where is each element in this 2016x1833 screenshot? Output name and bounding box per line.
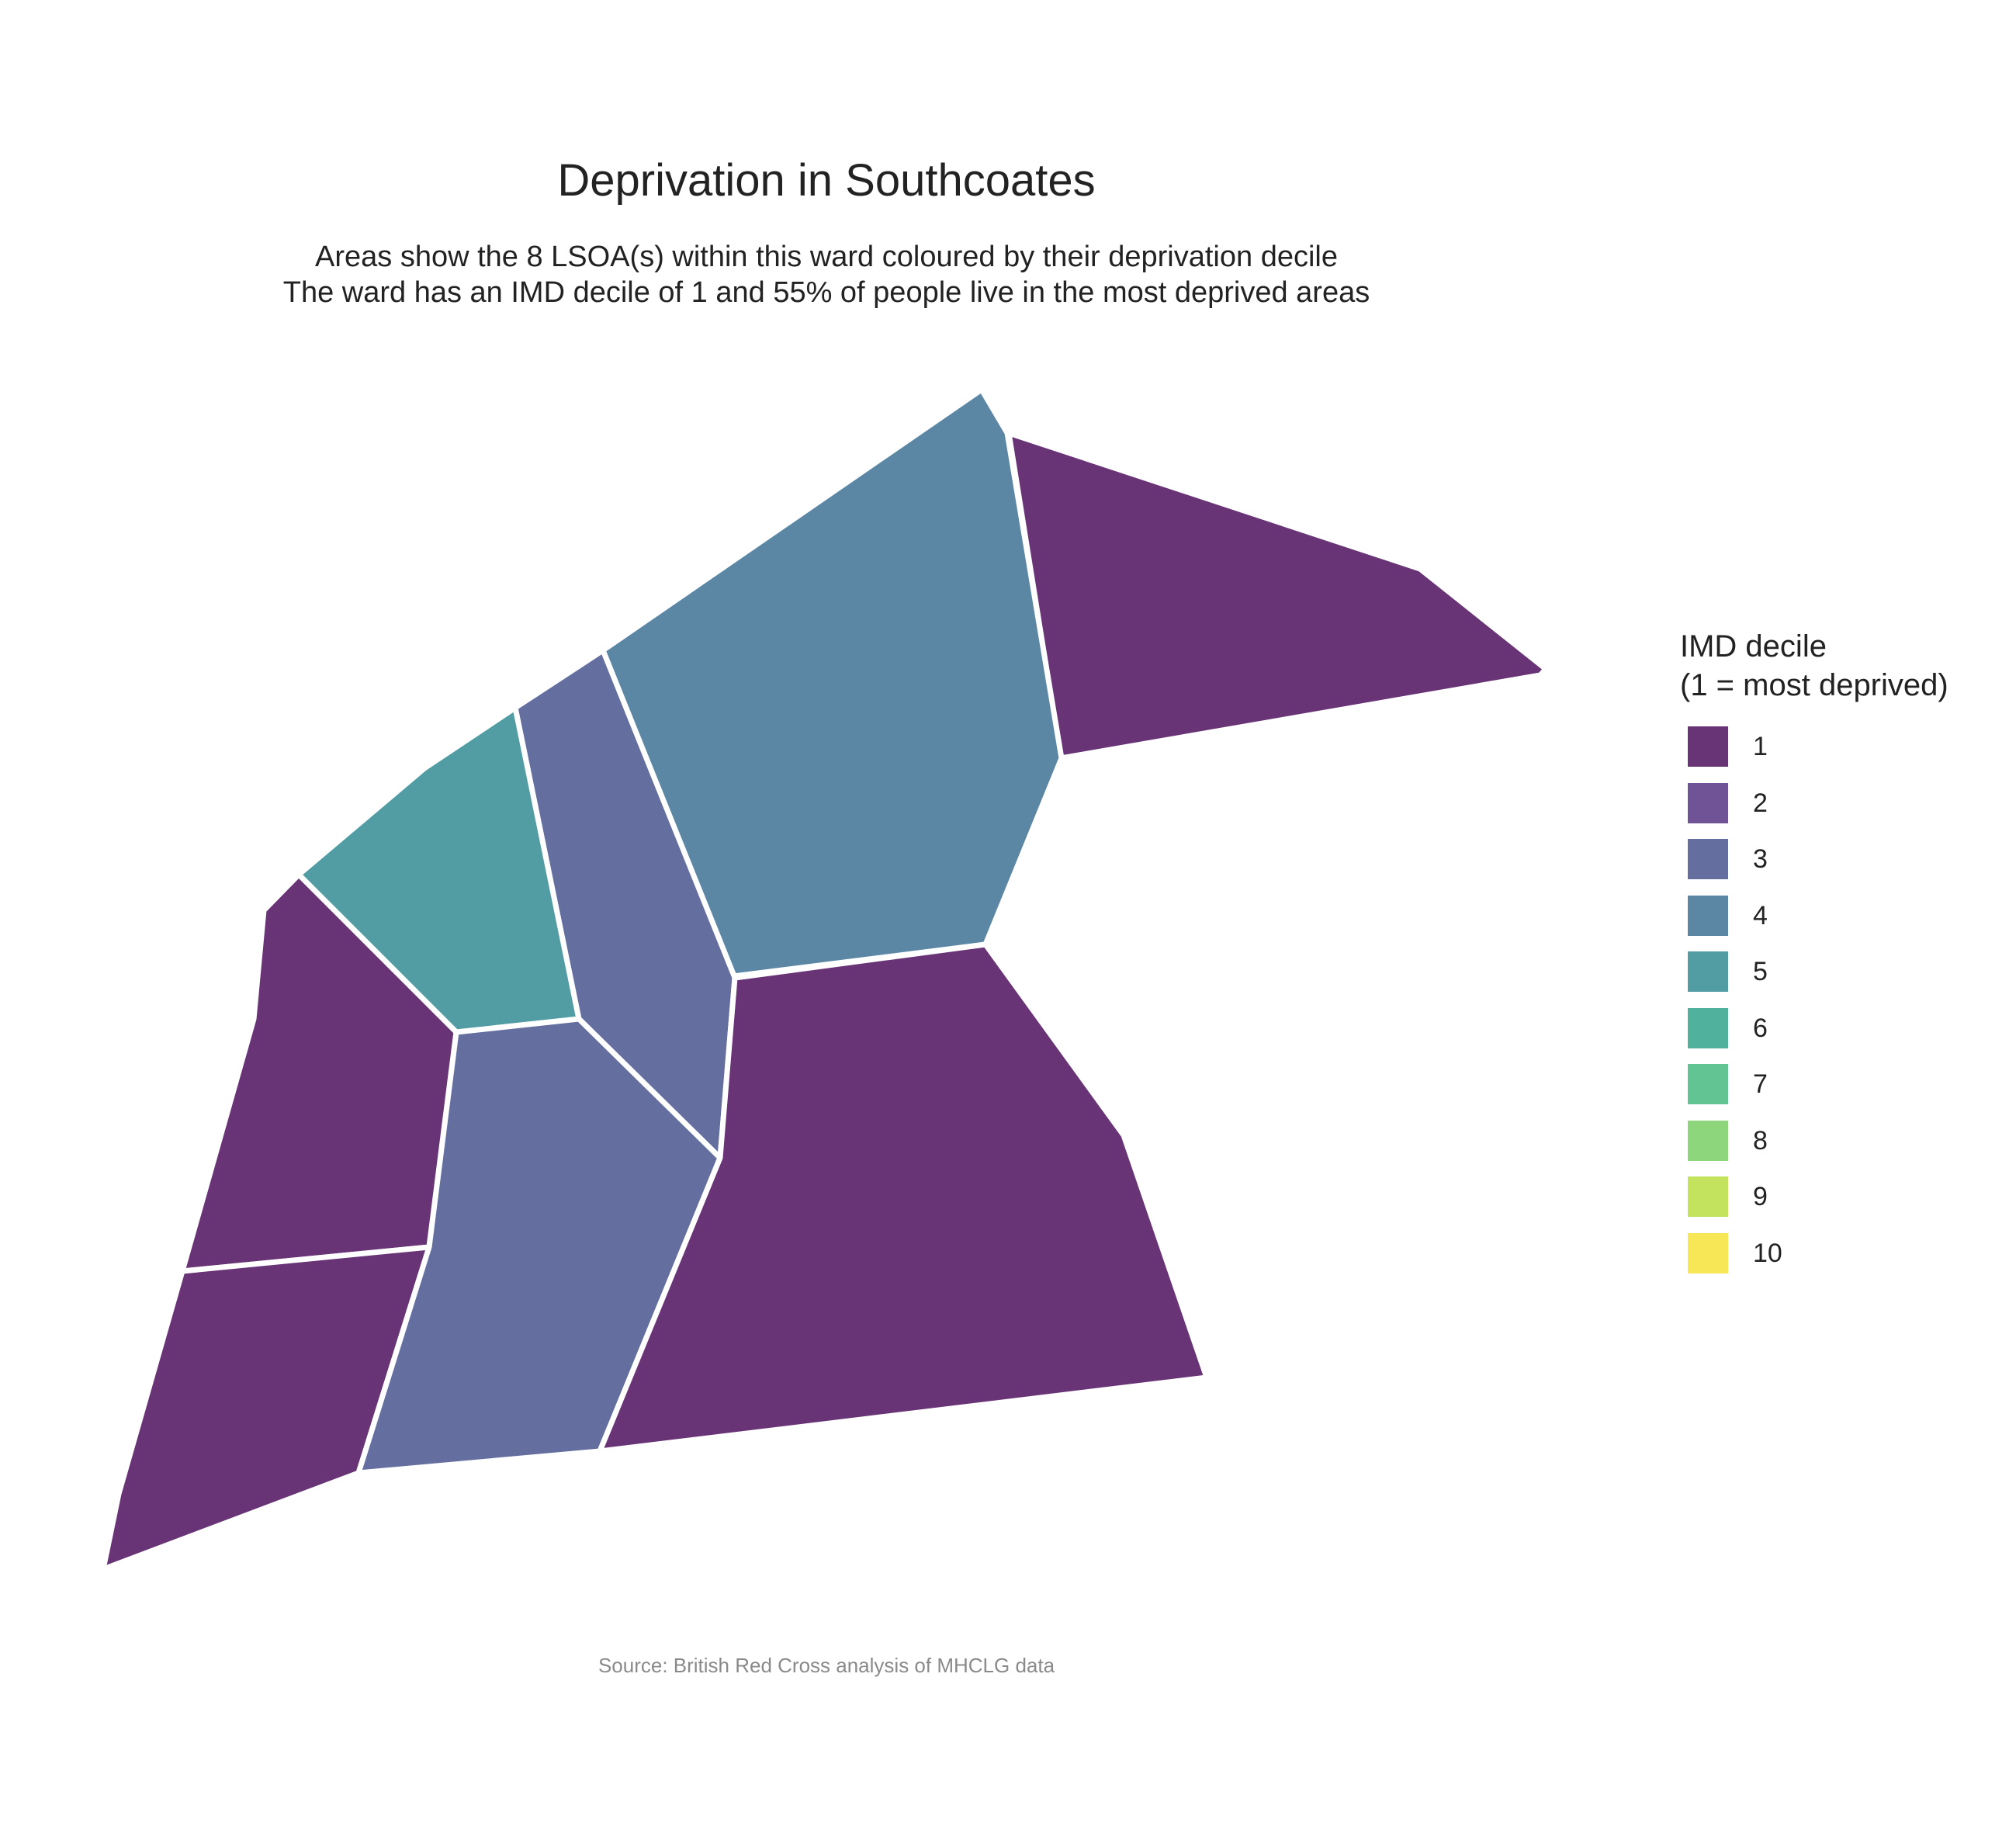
- legend-title: IMD decile (1 = most deprived): [1680, 627, 2006, 705]
- legend-item-6: 6: [1680, 1007, 2006, 1065]
- legend-label: 8: [1753, 1125, 1768, 1156]
- legend-swatch: [1688, 782, 1728, 823]
- legend-label: 10: [1753, 1238, 1782, 1268]
- legend-swatch: [1688, 839, 1728, 879]
- legend-item-5: 5: [1680, 951, 2006, 1008]
- legend-swatch: [1688, 1007, 1728, 1048]
- legend-item-7: 7: [1680, 1064, 2006, 1121]
- legend-label: 6: [1753, 1013, 1768, 1043]
- legend-title-line-1: IMD decile: [1680, 629, 1827, 664]
- legend-item-1: 1: [1680, 726, 2006, 783]
- legend-item-9: 9: [1680, 1176, 2006, 1233]
- subtitle-line-1: Areas show the 8 LSOA(s) within this war…: [315, 241, 1338, 273]
- legend-label: 4: [1753, 900, 1768, 930]
- legend-label: 5: [1753, 957, 1768, 986]
- source-caption: Source: British Red Cross analysis of MH…: [598, 1654, 1055, 1677]
- legend-swatch: [1688, 1120, 1728, 1161]
- legend-item-3: 3: [1680, 839, 2006, 896]
- legend-swatch: [1688, 1232, 1728, 1273]
- area-lsoa-southeast[interactable]: [597, 941, 1210, 1454]
- legend-swatch: [1688, 1064, 1728, 1104]
- legend-label: 3: [1753, 844, 1768, 874]
- legend-swatch: [1688, 895, 1728, 936]
- legend-label: 7: [1753, 1069, 1768, 1099]
- legend-items: 1 2 3 4 5 6 7 8: [1680, 726, 2006, 1289]
- ward-map: [100, 390, 1549, 1572]
- legend-swatch: [1688, 951, 1728, 992]
- legend-item-10: 10: [1680, 1232, 2006, 1290]
- area-lsoa-northeast[interactable]: [1006, 430, 1549, 761]
- legend-title-line-2: (1 = most deprived): [1680, 668, 1948, 702]
- legend-item-2: 2: [1680, 782, 2006, 840]
- legend-label: 2: [1753, 788, 1768, 818]
- legend-label: 1: [1753, 732, 1768, 761]
- legend-item-8: 8: [1680, 1120, 2006, 1177]
- legend-label: 9: [1753, 1182, 1768, 1211]
- legend-item-4: 4: [1680, 895, 2006, 952]
- map-title: Deprivation in Southcoates: [557, 155, 1096, 206]
- legend-swatch: [1688, 726, 1728, 767]
- map-subtitle: Areas show the 8 LSOA(s) within this war…: [0, 239, 1653, 310]
- legend: IMD decile (1 = most deprived) 1 2 3 4 5…: [1680, 627, 2006, 1289]
- legend-swatch: [1688, 1176, 1728, 1217]
- area-lsoa-southwest[interactable]: [100, 1244, 432, 1572]
- subtitle-line-2: The ward has an IMD decile of 1 and 55% …: [282, 276, 1370, 309]
